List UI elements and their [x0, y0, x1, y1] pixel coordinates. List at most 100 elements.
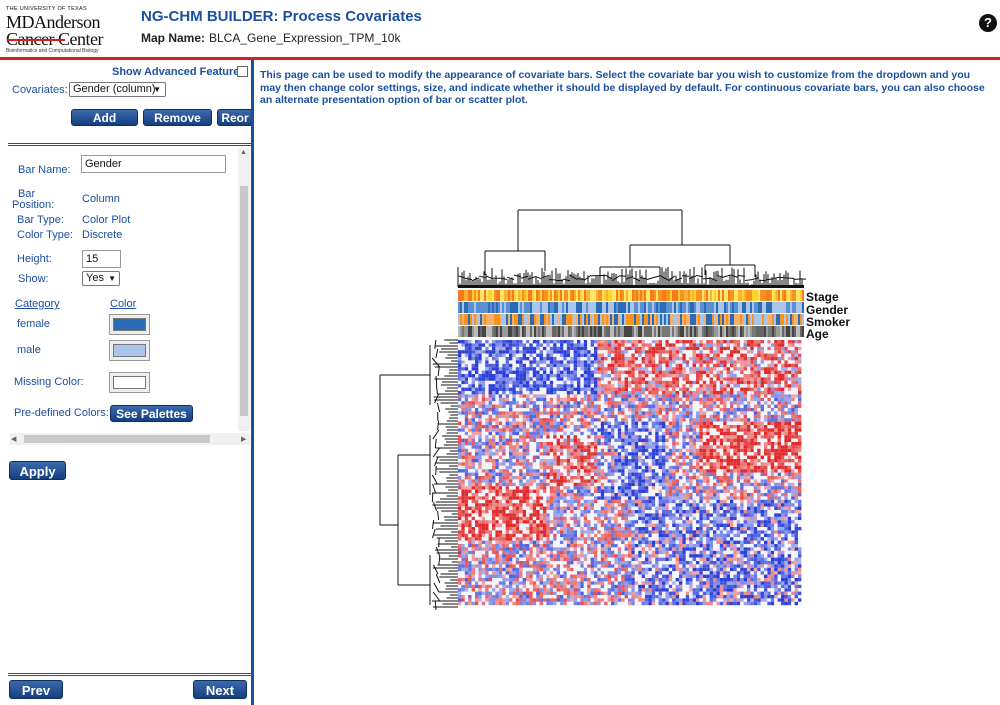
apply-button[interactable]: Apply	[9, 461, 66, 480]
female-color-swatch[interactable]	[109, 314, 150, 335]
missing-color-swatch[interactable]	[109, 372, 150, 393]
heatmap-cell	[597, 343, 601, 347]
heatmap-cell	[682, 370, 686, 374]
scroll-left-icon[interactable]: ◀	[11, 436, 17, 443]
heatmap-cell	[757, 414, 761, 419]
heatmap-cell	[689, 428, 693, 432]
heatmap-cell	[628, 442, 632, 446]
heatmap-cell	[685, 377, 690, 381]
vertical-scrollbar[interactable]: ▲	[238, 148, 250, 431]
reorder-button[interactable]: Reor	[217, 109, 252, 126]
heatmap-cell	[464, 363, 469, 368]
heatmap-cell	[757, 374, 761, 378]
heatmap-cell	[566, 425, 571, 429]
heatmap-cell	[628, 340, 632, 344]
covariate-cell	[788, 290, 790, 301]
heatmap-cell	[631, 445, 635, 449]
heatmap-cell	[696, 452, 700, 456]
heatmap-cell	[753, 391, 758, 395]
covariate-cell	[566, 290, 568, 301]
heatmap-cell	[529, 435, 533, 439]
heatmap-cell	[668, 397, 673, 402]
heatmap-cell	[509, 360, 513, 364]
heatmap-cell	[604, 459, 608, 463]
heatmap-cell	[543, 350, 547, 354]
heatmap-cell	[757, 370, 761, 374]
remove-button[interactable]: Remove	[143, 109, 212, 126]
heatmap-cell	[648, 346, 652, 351]
heatmap-cell	[617, 350, 622, 354]
covariate-cell	[796, 290, 798, 301]
heatmap-cell	[590, 357, 594, 361]
add-button[interactable]: Add	[71, 109, 138, 126]
heatmap-cell	[563, 346, 567, 351]
heatmap-cell	[570, 377, 574, 381]
heatmap-cell	[580, 418, 584, 422]
show-advanced-checkbox[interactable]	[237, 66, 248, 77]
see-palettes-button[interactable]: See Palettes	[110, 405, 193, 422]
heatmap-cell	[624, 431, 628, 436]
heatmap-cell	[519, 431, 523, 436]
heatmap-cell	[570, 404, 574, 408]
heatmap-cell	[696, 438, 700, 442]
covariate-cell	[554, 314, 556, 325]
covariates-select[interactable]: Gender (column) ▼	[69, 82, 166, 97]
heatmap-cell	[689, 394, 693, 398]
heatmap-cell	[570, 397, 574, 402]
heatmap-cell	[485, 414, 489, 419]
heatmap-cell	[631, 428, 635, 432]
heatmap-cell	[624, 428, 628, 432]
heatmap-cell	[794, 370, 798, 374]
heatmap-cell	[631, 391, 635, 395]
heatmap-cell	[464, 391, 469, 395]
covariate-cell	[704, 326, 706, 337]
horizontal-scrollbar[interactable]: ◀ ▶	[10, 433, 250, 445]
heatmap-cell	[583, 401, 588, 405]
heatmap-cell	[577, 401, 581, 405]
heatmap-cell	[767, 353, 771, 357]
category-header[interactable]: Category	[15, 298, 60, 310]
heatmap-cell	[634, 404, 639, 408]
heatmap-cell	[791, 380, 795, 385]
heatmap-cell	[526, 346, 530, 351]
heatmap-cell	[658, 425, 662, 429]
heatmap-cell	[713, 363, 717, 368]
male-color-swatch[interactable]	[109, 340, 150, 361]
covariate-cell	[750, 326, 752, 337]
color-header[interactable]: Color	[110, 298, 137, 310]
bar-name-input[interactable]: Gender	[81, 155, 226, 173]
heatmap-cell	[736, 343, 741, 347]
scroll-right-icon[interactable]: ▶	[241, 436, 247, 443]
vertical-scroll-thumb[interactable]	[240, 186, 248, 416]
covariate-cell	[786, 326, 788, 337]
heatmap-cell	[519, 370, 523, 374]
heatmap-cell	[509, 391, 513, 395]
heatmap-cell	[471, 363, 475, 368]
heatmap-cell	[485, 346, 489, 351]
height-input[interactable]: 15	[82, 250, 121, 268]
heatmap-cell	[753, 462, 758, 466]
covariate-cell	[522, 302, 524, 313]
heatmap-cell	[509, 459, 513, 463]
covariate-cell	[584, 326, 586, 337]
heatmap-cell	[621, 363, 625, 368]
heatmap-cell	[770, 360, 775, 364]
heatmap-cell	[634, 367, 639, 371]
heatmap-cell	[553, 387, 557, 391]
show-select[interactable]: Yes ▼	[82, 271, 120, 286]
heatmap-cell	[696, 421, 700, 425]
horizontal-scroll-thumb[interactable]	[24, 435, 210, 443]
covariate-cell	[752, 290, 754, 301]
heatmap-cell	[672, 431, 676, 436]
help-icon[interactable]: ?	[979, 14, 997, 32]
prev-button[interactable]: Prev	[9, 680, 63, 699]
chevron-down-icon: ▼	[153, 85, 161, 94]
heatmap-cell	[597, 370, 601, 374]
heatmap-cell	[563, 421, 567, 425]
next-button[interactable]: Next	[193, 680, 247, 699]
heatmap-cell	[733, 414, 737, 419]
heatmap-cell	[679, 377, 683, 381]
heatmap-cell	[634, 340, 639, 344]
heatmap-cell	[736, 397, 741, 402]
scroll-up-icon[interactable]: ▲	[240, 149, 247, 156]
